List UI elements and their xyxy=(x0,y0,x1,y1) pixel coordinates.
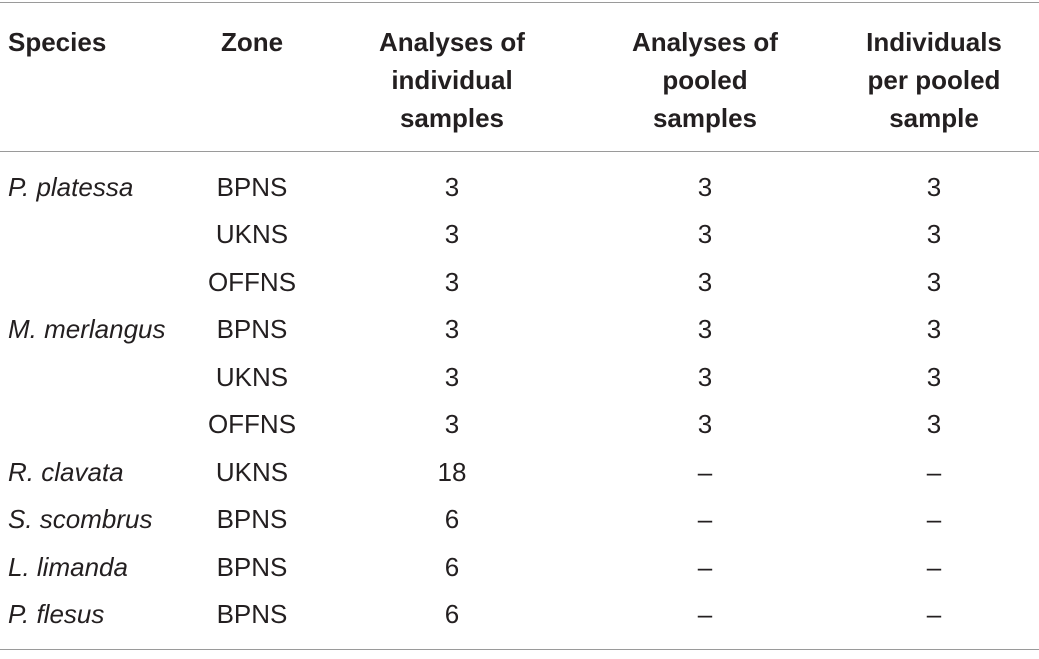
table-cell: – xyxy=(697,504,713,535)
table-cell: 6 xyxy=(444,504,460,535)
table-cell: OFFNS xyxy=(207,266,297,297)
table-cell: UKNS xyxy=(215,456,289,487)
table-cell: 3 xyxy=(444,266,460,297)
table-cell: 3 xyxy=(444,314,460,345)
table-cell: 6 xyxy=(444,551,460,582)
header-cell: Individuals per pooled sample xyxy=(866,27,1002,133)
table-cell: BPNS xyxy=(216,314,288,345)
table-cell: – xyxy=(926,551,942,582)
table-cell: S. scombrus xyxy=(8,504,153,535)
table-header: Species Zone Analyses of individual sample… xyxy=(0,2,1039,152)
table-row: P. platessa BPNS 3 3 3 xyxy=(0,152,1039,211)
table-cell: – xyxy=(697,456,713,487)
table-cell: R. clavata xyxy=(8,456,124,487)
table-body: P. platessa BPNS 3 3 3 UKNS 3 3 3 OFFNS 3 3 3 M. merl… xyxy=(0,152,1039,650)
table-row: P. flesus BPNS 6 – – xyxy=(0,591,1039,650)
table-cell: 3 xyxy=(926,409,942,440)
table-cell: 3 xyxy=(697,266,713,297)
table-cell: 3 xyxy=(697,219,713,250)
table-cell: 3 xyxy=(926,314,942,345)
table-cell: BPNS xyxy=(216,171,288,202)
table-cell: – xyxy=(926,456,942,487)
table-cell: OFFNS xyxy=(207,409,297,440)
table-cell: 3 xyxy=(444,361,460,392)
table-cell: 3 xyxy=(926,219,942,250)
header-row: Species Zone Analyses of individual sample… xyxy=(0,2,1039,152)
table-cell: 3 xyxy=(697,409,713,440)
table-cell: 3 xyxy=(926,171,942,202)
table-row: OFFNS 3 3 3 xyxy=(0,401,1039,449)
table-cell: 3 xyxy=(926,361,942,392)
table-cell: 3 xyxy=(444,171,460,202)
table-cell: 18 xyxy=(437,456,467,487)
table-cell: UKNS xyxy=(215,361,289,392)
table-row: UKNS 3 3 3 xyxy=(0,353,1039,401)
table-row: M. merlangus BPNS 3 3 3 xyxy=(0,306,1039,354)
table-cell: L. limanda xyxy=(8,551,128,582)
table-cell: 3 xyxy=(697,171,713,202)
header-cell: Species xyxy=(8,27,107,57)
table-cell: P. platessa xyxy=(8,171,134,202)
table-cell: BPNS xyxy=(216,599,288,630)
table-cell xyxy=(0,353,200,401)
table-cell xyxy=(0,401,200,449)
table-cell: 3 xyxy=(697,314,713,345)
table-cell: 3 xyxy=(926,266,942,297)
table-cell: 3 xyxy=(444,219,460,250)
table-row: UKNS 3 3 3 xyxy=(0,211,1039,259)
table-row: L. limanda BPNS 6 – – xyxy=(0,543,1039,591)
header-cell: Analyses of individual samples xyxy=(379,27,525,133)
table-cell: – xyxy=(697,599,713,630)
table-cell xyxy=(0,211,200,259)
table-cell: M. merlangus xyxy=(8,314,166,345)
table-cell: 3 xyxy=(444,409,460,440)
table-row: R. clavata UKNS 18 – – xyxy=(0,448,1039,496)
table-cell: – xyxy=(926,504,942,535)
table-cell: 6 xyxy=(444,599,460,630)
table-row: S. scombrus BPNS 6 – – xyxy=(0,496,1039,544)
table-cell xyxy=(0,258,200,306)
table-cell: – xyxy=(926,599,942,630)
table-cell: BPNS xyxy=(216,504,288,535)
table-cell: 3 xyxy=(697,361,713,392)
header-cell: Analyses of pooled samples xyxy=(632,27,778,133)
header-cell: Zone xyxy=(220,27,284,57)
table-cell: BPNS xyxy=(216,551,288,582)
table-cell: P. flesus xyxy=(8,599,105,630)
table-row: OFFNS 3 3 3 xyxy=(0,258,1039,306)
table-cell: – xyxy=(697,551,713,582)
table-cell: UKNS xyxy=(215,219,289,250)
